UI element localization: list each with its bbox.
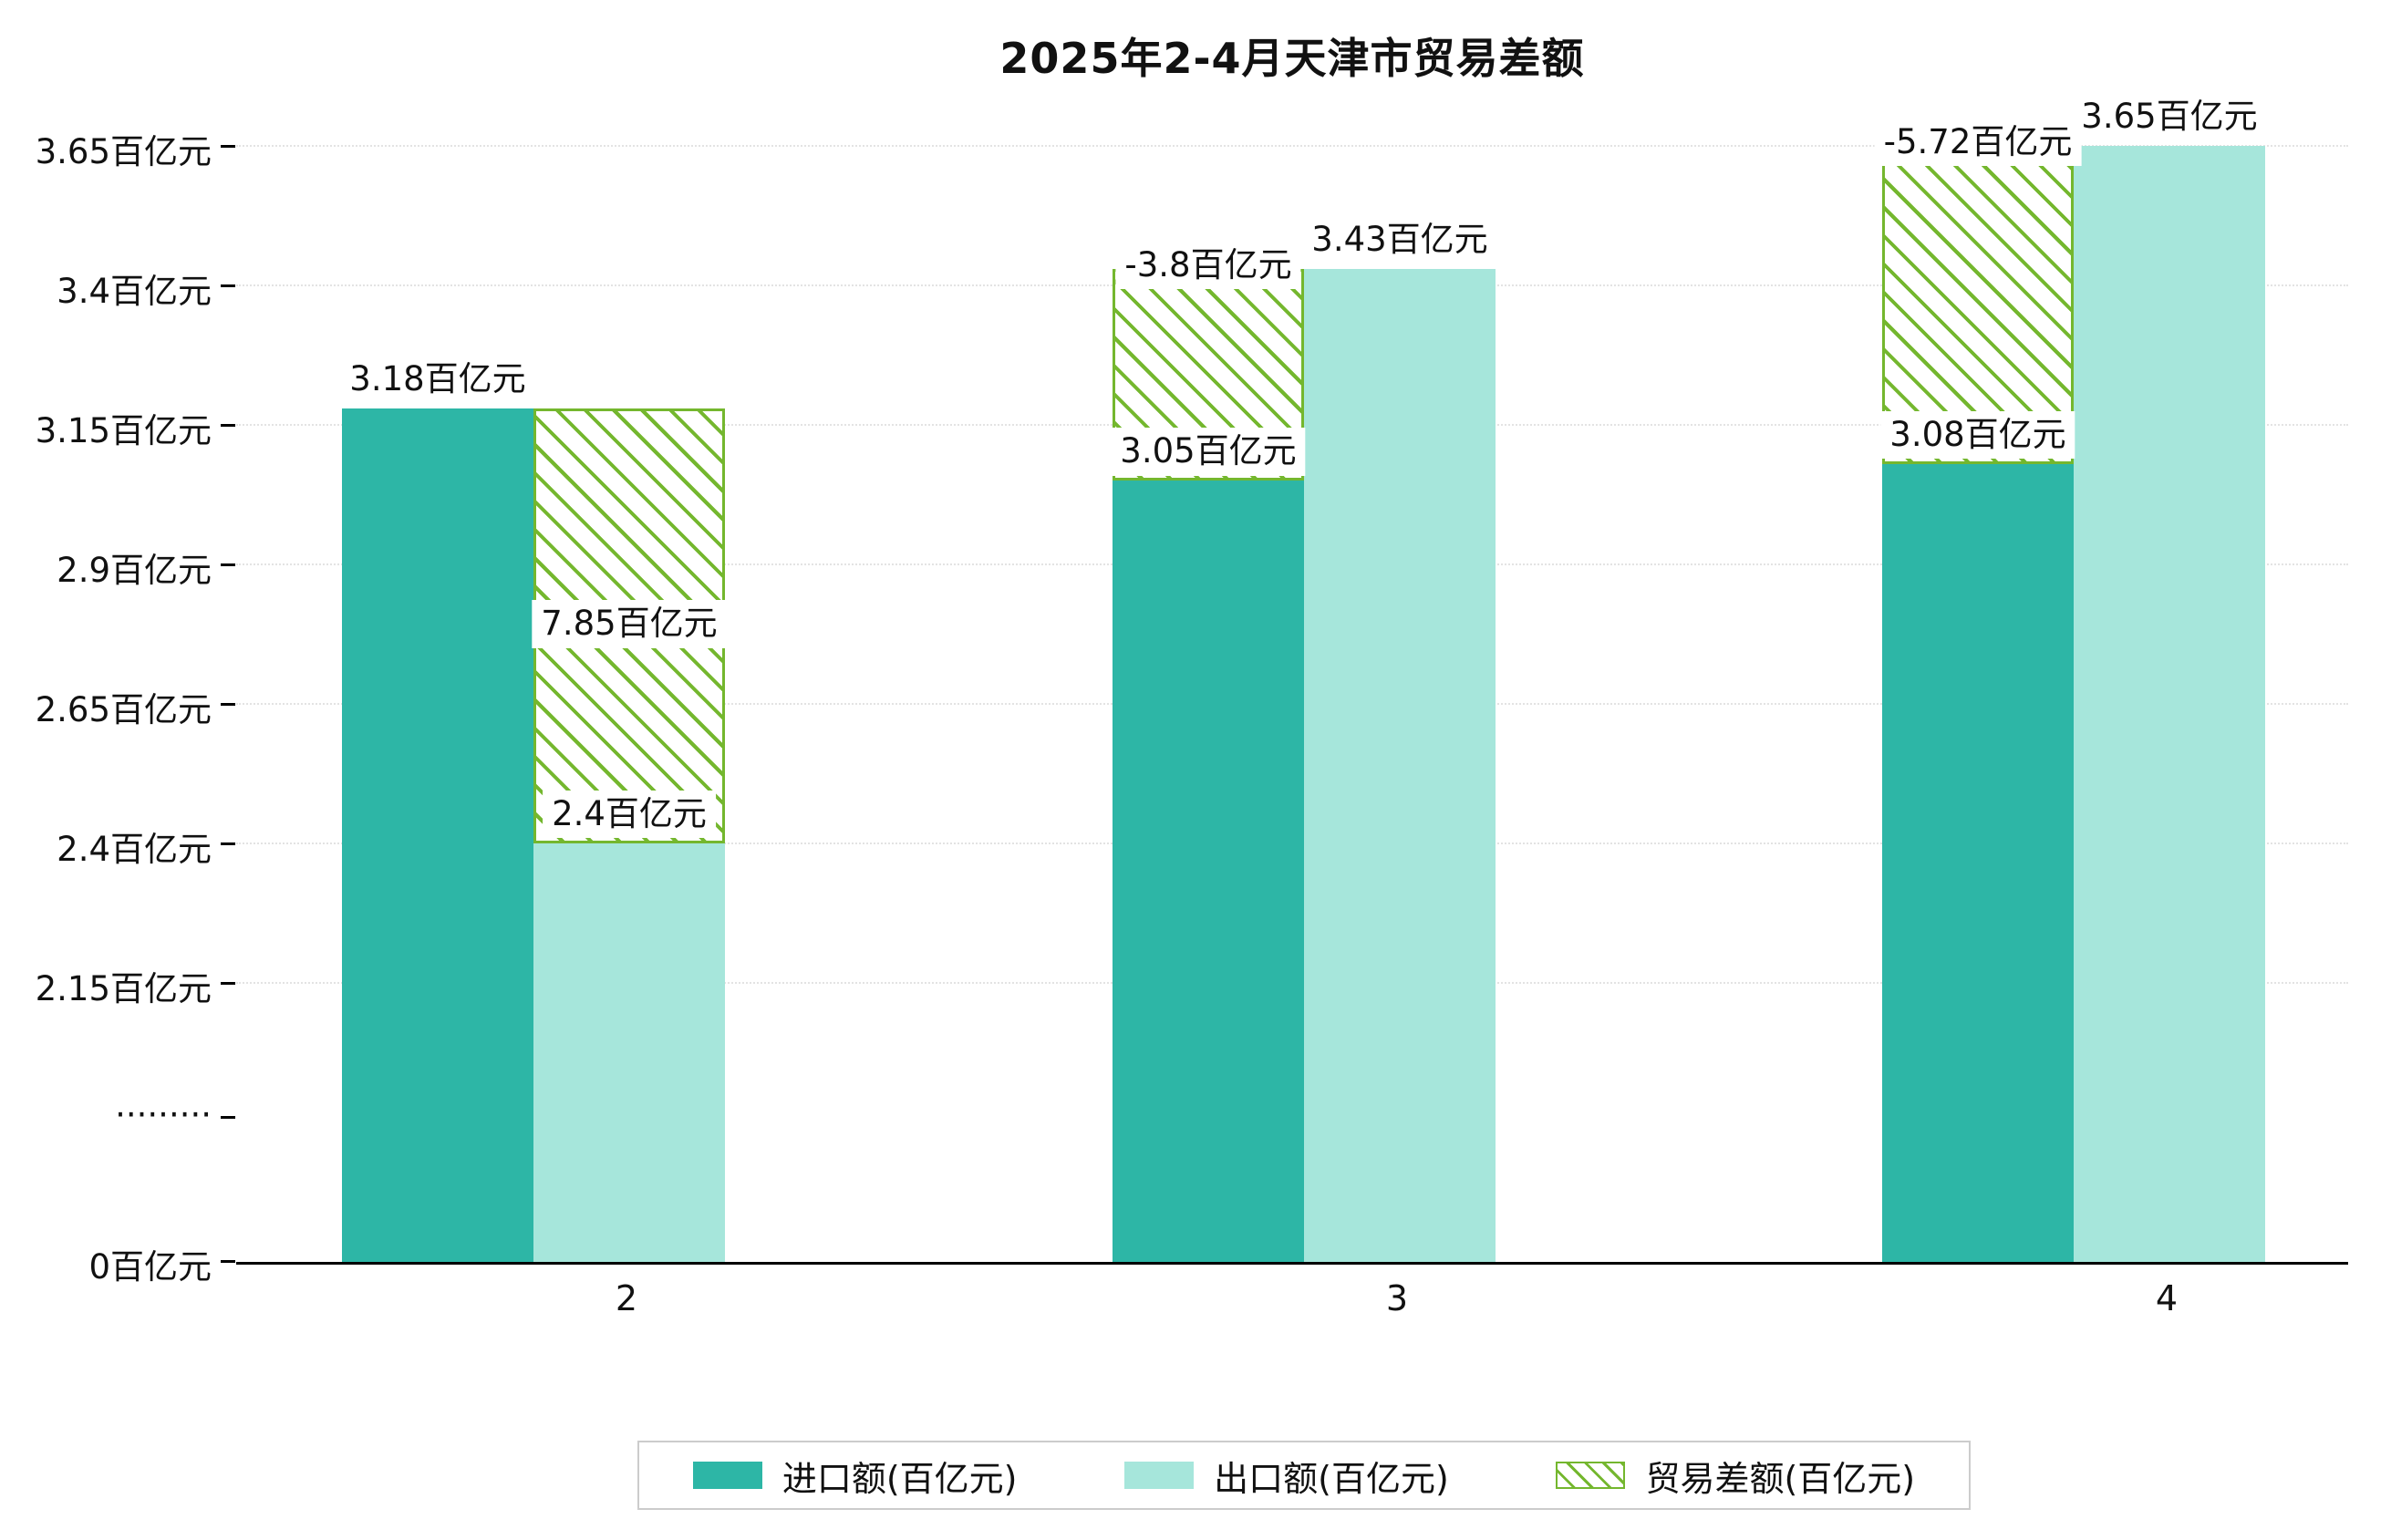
y-tick-mark xyxy=(221,145,235,148)
legend: 进口额(百亿元) 出口额(百亿元) 贸易差额(百亿元) xyxy=(637,1441,1971,1510)
export-value-label: 3.65百亿元 xyxy=(2072,93,2267,141)
export-value-label: 3.43百亿元 xyxy=(1302,215,1497,264)
chart-title: 2025年2-4月天津市贸易差额 xyxy=(999,34,1585,83)
x-tick-label: 2 xyxy=(615,1278,638,1318)
legend-label-import: 进口额(百亿元) xyxy=(781,1458,1018,1499)
x-tick-label: 3 xyxy=(1385,1278,1409,1318)
import-value-label: 3.08百亿元 xyxy=(1880,410,2075,460)
y-tick-mark xyxy=(221,284,235,287)
export-value-label: 2.4百亿元 xyxy=(543,791,716,839)
import-value-label: 3.05百亿元 xyxy=(1111,428,1306,476)
export-bar xyxy=(533,843,725,1262)
import-value-label: 3.18百亿元 xyxy=(340,355,535,404)
export-bar xyxy=(1304,268,1496,1262)
import-bar xyxy=(1113,481,1304,1262)
y-tick-label: 3.65百亿元 xyxy=(35,132,212,171)
import-bar xyxy=(1882,463,2074,1262)
y-tick-mark xyxy=(221,1260,235,1263)
export-bar xyxy=(2074,146,2265,1262)
y-tick-label: 0百亿元 xyxy=(88,1247,212,1287)
legend-item-balance: 贸易差额(百亿元) xyxy=(1556,1451,1915,1501)
legend-swatch-balance xyxy=(1556,1462,1626,1489)
y-tick-label: ········· xyxy=(115,1095,212,1134)
balance-bar xyxy=(1882,146,2074,464)
y-tick-label: 3.4百亿元 xyxy=(57,272,212,311)
y-tick-mark xyxy=(221,563,235,566)
y-tick-mark xyxy=(221,982,235,985)
legend-item-export: 出口额(百亿元) xyxy=(1124,1451,1449,1501)
balance-value-label: -5.72百亿元 xyxy=(1874,119,2082,167)
y-tick-label: 2.65百亿元 xyxy=(35,690,212,729)
y-tick-mark xyxy=(221,703,235,706)
legend-label-export: 出口额(百亿元) xyxy=(1214,1458,1449,1499)
balance-value-label: 7.85百亿元 xyxy=(532,600,727,648)
gridline xyxy=(236,145,2348,147)
y-tick-mark xyxy=(221,842,235,845)
y-tick-label: 2.9百亿元 xyxy=(57,551,212,590)
y-tick-mark xyxy=(221,424,235,427)
y-tick-label: 3.15百亿元 xyxy=(35,411,212,450)
x-tick-label: 4 xyxy=(2155,1278,2179,1318)
legend-swatch-import xyxy=(692,1462,762,1489)
legend-swatch-export xyxy=(1124,1462,1195,1489)
y-tick-mark xyxy=(221,1116,235,1119)
y-tick-label: 2.15百亿元 xyxy=(35,969,212,1008)
import-bar xyxy=(342,408,533,1262)
balance-value-label: -3.8百亿元 xyxy=(1115,241,1301,290)
y-tick-label: 2.4百亿元 xyxy=(57,830,212,869)
legend-label-balance: 贸易差额(百亿元) xyxy=(1645,1458,1916,1499)
x-axis-line xyxy=(236,1262,2348,1265)
legend-item-import: 进口额(百亿元) xyxy=(692,1451,1018,1501)
